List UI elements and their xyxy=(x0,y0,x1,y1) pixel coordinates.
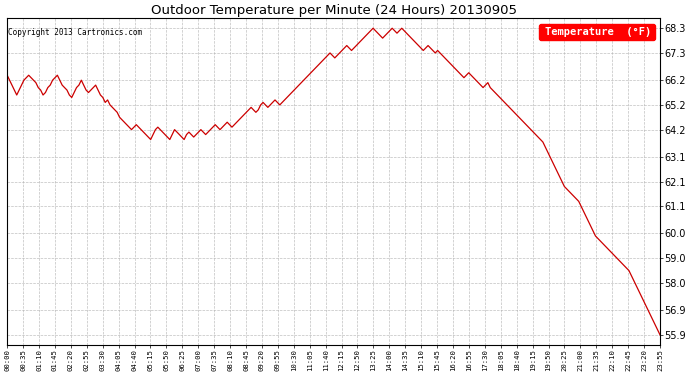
Title: Outdoor Temperature per Minute (24 Hours) 20130905: Outdoor Temperature per Minute (24 Hours… xyxy=(150,4,517,17)
Text: Copyright 2013 Cartronics.com: Copyright 2013 Cartronics.com xyxy=(8,28,143,37)
Legend: Temperature  (°F): Temperature (°F) xyxy=(539,24,655,40)
